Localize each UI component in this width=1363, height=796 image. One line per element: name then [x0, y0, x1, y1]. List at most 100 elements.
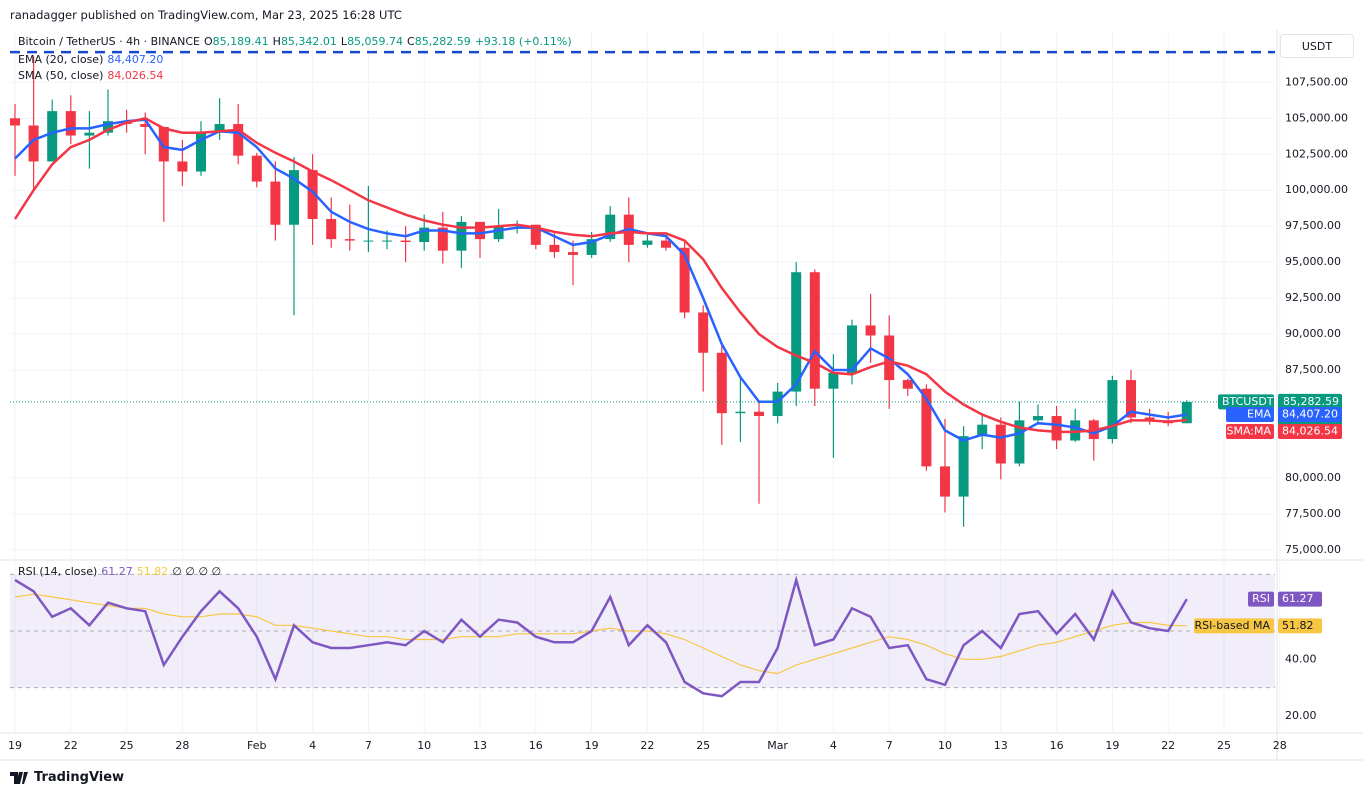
candle-body [47, 111, 58, 162]
y-tick-label: 100,000.00 [1285, 183, 1348, 196]
axis-unit: USDT [1301, 39, 1333, 53]
candle-body [791, 272, 802, 392]
symbol-title[interactable]: Bitcoin / TetherUS · 4h · BINANCE [18, 35, 200, 48]
candle-body [196, 132, 206, 172]
candle-body [1126, 380, 1136, 418]
candle-body [177, 161, 188, 172]
footer: TradingView [10, 770, 124, 785]
series-value-badge: 61.27 [1282, 592, 1314, 605]
candle-body [977, 424, 988, 437]
y-tick-label: 102,500.00 [1285, 147, 1348, 160]
candle-body [400, 240, 411, 242]
candle-body [84, 132, 95, 136]
ema-value: 84,407.20 [107, 53, 164, 66]
series-badge-bg [1226, 406, 1274, 422]
sma-value: 84,026.54 [107, 69, 164, 82]
candle-body [809, 272, 820, 389]
y-tick-label: 90,000.00 [1285, 327, 1341, 340]
y-tick-label: 97,500.00 [1285, 219, 1341, 232]
y-tick-label: 80,000.00 [1285, 471, 1341, 484]
x-tick-label: 25 [120, 739, 134, 752]
series-value-badge: 51.82 [1282, 619, 1314, 632]
ohlc-item: H85,342.01 [273, 35, 337, 48]
header: ranadagger published on TradingView.com,… [10, 8, 402, 22]
candle-body [1181, 401, 1192, 424]
candle-body [716, 352, 727, 414]
change: +93.18 (+0.11%) [474, 35, 572, 48]
candle-body [28, 125, 39, 162]
x-tick-label: 28 [175, 739, 189, 752]
x-tick-label: 13 [473, 739, 487, 752]
indicator-line [13, 116, 1187, 434]
candle-body [1107, 380, 1118, 440]
series-badge: RSI [1252, 592, 1270, 605]
series-value-badge: 84,407.20 [1282, 407, 1338, 420]
y-tick-label: 40.00 [1285, 652, 1317, 665]
candle-body [679, 247, 690, 313]
x-tick-label: 10 [938, 739, 952, 752]
series-value-badge: 84,026.54 [1282, 424, 1338, 437]
ohlc: O85,189.41 H85,342.01 L85,059.74 C85,282.59 [204, 35, 471, 48]
series-badge: RSI-based MA [1194, 619, 1270, 632]
currency-button[interactable]: USDT [1280, 34, 1354, 58]
candle-body [1051, 416, 1062, 441]
x-tick-label: 16 [529, 739, 543, 752]
y-tick-label: 95,000.00 [1285, 255, 1341, 268]
candle-body [549, 244, 560, 253]
candle-body [754, 411, 764, 417]
y-tick-label: 92,500.00 [1285, 291, 1341, 304]
candle-body [10, 118, 20, 126]
candle-body [865, 325, 876, 336]
x-tick-label: 28 [1273, 739, 1287, 752]
candle-body [307, 170, 318, 219]
published: ranadagger published on TradingView.com,… [10, 8, 402, 22]
rsi-name[interactable]: RSI (14, close) [18, 565, 98, 578]
candle-body [140, 124, 151, 127]
sma-name[interactable]: SMA (50, close) [18, 69, 104, 82]
legend-row: EMA (20, close) 84,407.20 [18, 53, 163, 66]
candle-body [902, 380, 913, 389]
candle-body [642, 240, 653, 245]
logo [10, 771, 28, 784]
candle-body [530, 224, 541, 245]
series-badge: EMA [1247, 407, 1271, 420]
candle-body [214, 124, 225, 133]
ohlc-item: O85,189.41 [204, 35, 269, 48]
y-tick-label: 20.00 [1285, 709, 1317, 722]
candle-body [921, 388, 932, 467]
candle-body [382, 240, 392, 242]
candle-body [940, 466, 950, 497]
plot-area [10, 32, 1275, 733]
ohlc-value: 85,059.74 [347, 35, 404, 48]
candle-body [1033, 416, 1043, 421]
x-tick-label: 22 [640, 739, 654, 752]
ohlc-key: C [407, 35, 415, 48]
ema-name[interactable]: EMA (20, close) [18, 53, 104, 66]
rsi-ma-value: 51.82 [136, 565, 169, 578]
x-tick-label: 19 [8, 739, 22, 752]
candle-body [289, 170, 299, 225]
candle-body [233, 124, 244, 156]
candle-body [828, 372, 839, 389]
candle-body [344, 239, 355, 241]
ohlc-value: 85,282.59 [414, 35, 471, 48]
candle-body [772, 391, 783, 417]
brand[interactable]: TradingView [34, 770, 125, 785]
indicator-line [14, 575, 1188, 698]
legend-row: SMA (50, close) 84,026.54 [18, 69, 163, 82]
x-tick-label: 4 [309, 739, 316, 752]
candle-body [1070, 420, 1081, 441]
indicator-line [14, 118, 1187, 442]
indicator-line [14, 593, 1187, 675]
x-tick-label: 25 [696, 739, 710, 752]
series-value-badge-bg [1278, 618, 1322, 634]
x-tick-label: 22 [64, 739, 78, 752]
rsi-value: 61.27 [101, 565, 133, 578]
candle-body [958, 436, 969, 497]
y-tick-label: 87,500.00 [1285, 363, 1341, 376]
candle-body [1014, 420, 1025, 464]
